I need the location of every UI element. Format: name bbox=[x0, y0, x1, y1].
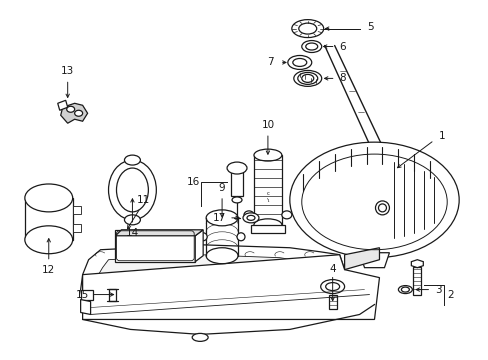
Text: 16: 16 bbox=[186, 177, 200, 187]
Polygon shape bbox=[81, 300, 90, 315]
Bar bbox=[250, 225, 285, 233]
Ellipse shape bbox=[75, 110, 82, 116]
Polygon shape bbox=[58, 100, 67, 110]
Ellipse shape bbox=[206, 248, 238, 264]
Polygon shape bbox=[115, 230, 195, 262]
Polygon shape bbox=[82, 255, 379, 319]
Text: 3: 3 bbox=[434, 284, 441, 294]
Polygon shape bbox=[25, 198, 73, 240]
Ellipse shape bbox=[301, 41, 321, 53]
Text: 9: 9 bbox=[218, 183, 225, 193]
Polygon shape bbox=[95, 255, 309, 292]
Ellipse shape bbox=[398, 285, 411, 293]
Text: 15: 15 bbox=[76, 289, 89, 300]
Ellipse shape bbox=[244, 211, 253, 219]
Ellipse shape bbox=[289, 142, 458, 258]
Text: 6: 6 bbox=[339, 41, 346, 51]
Polygon shape bbox=[410, 260, 423, 268]
Ellipse shape bbox=[232, 197, 242, 203]
Polygon shape bbox=[195, 230, 203, 262]
Text: 5: 5 bbox=[367, 22, 373, 32]
Text: 17: 17 bbox=[212, 213, 225, 223]
Text: 13: 13 bbox=[61, 67, 74, 76]
Ellipse shape bbox=[287, 55, 311, 69]
Ellipse shape bbox=[243, 213, 259, 223]
Text: 14: 14 bbox=[125, 228, 139, 238]
Text: 'ι: 'ι bbox=[265, 198, 269, 203]
Ellipse shape bbox=[124, 155, 140, 165]
Text: 2: 2 bbox=[447, 289, 453, 300]
Bar bbox=[412, 267, 421, 294]
Bar bbox=[328, 294, 336, 309]
Ellipse shape bbox=[124, 215, 140, 225]
Text: 7: 7 bbox=[267, 58, 273, 67]
Polygon shape bbox=[115, 230, 203, 236]
Ellipse shape bbox=[206, 210, 238, 226]
Ellipse shape bbox=[226, 162, 246, 174]
Ellipse shape bbox=[66, 106, 75, 112]
Bar bbox=[73, 224, 81, 232]
Ellipse shape bbox=[293, 71, 321, 86]
Ellipse shape bbox=[375, 201, 388, 215]
Text: c: c bbox=[266, 191, 269, 196]
Ellipse shape bbox=[237, 233, 244, 241]
Ellipse shape bbox=[25, 184, 73, 212]
Ellipse shape bbox=[192, 333, 208, 341]
Text: 8: 8 bbox=[339, 73, 346, 84]
Ellipse shape bbox=[25, 226, 73, 254]
Ellipse shape bbox=[320, 280, 344, 293]
Polygon shape bbox=[344, 248, 379, 270]
Text: 11: 11 bbox=[137, 195, 150, 205]
Polygon shape bbox=[230, 168, 243, 196]
Text: 4: 4 bbox=[329, 264, 335, 274]
Bar bbox=[253, 155, 281, 225]
Polygon shape bbox=[359, 253, 388, 268]
Polygon shape bbox=[81, 289, 92, 300]
Ellipse shape bbox=[253, 219, 281, 231]
Polygon shape bbox=[81, 245, 344, 305]
Polygon shape bbox=[61, 103, 87, 123]
Text: 1: 1 bbox=[438, 131, 445, 141]
Bar bbox=[108, 289, 116, 301]
Ellipse shape bbox=[199, 233, 207, 241]
Ellipse shape bbox=[281, 211, 291, 219]
Text: 12: 12 bbox=[42, 265, 55, 275]
Text: 10: 10 bbox=[261, 120, 274, 130]
Ellipse shape bbox=[108, 160, 156, 220]
Bar bbox=[73, 206, 81, 214]
Ellipse shape bbox=[253, 149, 281, 161]
